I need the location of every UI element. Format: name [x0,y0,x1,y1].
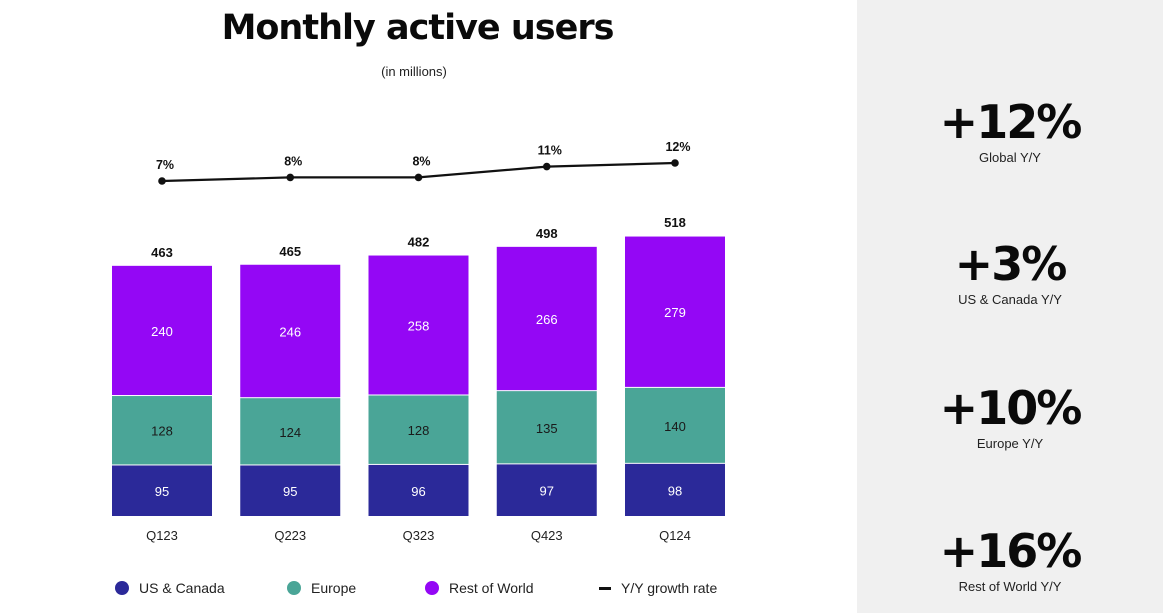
growth-point-q123 [158,177,166,185]
growth-label-q323: 8% [412,154,430,168]
bar-label-us-canada-q423: 97 [540,484,554,499]
bar-us-canada-q123 [112,465,212,516]
yoy-summary-panel: +12% Global Y/Y +3% US & Canada Y/Y +10%… [857,0,1163,613]
stat-us-canada-value: +3% [954,237,1068,291]
legend-label-rest-of-world: Rest of World [449,580,534,596]
x-tick-label-q223: Q223 [274,528,306,543]
growth-point-q423 [542,162,551,171]
legend-label-europe: Europe [311,580,357,596]
stat-us-canada: +3% US & Canada Y/Y [857,238,1163,307]
legend-item-rest-of-world: Rest of World [425,580,534,596]
x-tick-label-q124: Q124 [659,528,691,543]
stat-europe-value: +10% [939,381,1083,435]
legend-item-europe: Europe [287,580,356,596]
total-label-q423: 498 [536,226,558,241]
bar-europe-q223 [240,398,341,465]
stat-global-label: Global Y/Y [979,150,1041,165]
bar-label-us-canada-q124: 98 [668,483,682,498]
bar-rest-of-world-q423 [496,246,597,391]
stat-rest-of-world-value: +16% [939,524,1083,578]
x-tick-label-q423: Q423 [531,528,563,543]
total-label-q323: 482 [408,235,430,250]
stat-europe: +10% Europe Y/Y [857,382,1163,451]
bar-label-us-canada-q123: 95 [155,484,169,499]
stacked-bar-chart: 95 128 240 463 Q123 95 124 246 465 Q223 96 128 258 48… [112,140,725,543]
bar-label-rest-of-world-q323: 258 [408,319,430,334]
bar-label-rest-of-world-q123: 240 [151,324,173,339]
legend-label-growth-rate: Y/Y growth rate [621,580,718,596]
bar-label-europe-q223: 124 [279,425,301,440]
growth-point-q323 [414,173,423,182]
stat-rest-of-world-label: Rest of World Y/Y [958,579,1062,594]
legend-line-growth-rate [599,586,611,590]
legend-item-us-canada: US & Canada [115,580,225,596]
bar-label-us-canada-q223: 95 [283,484,297,499]
x-tick-label-q123: Q123 [146,528,178,543]
total-label-q223: 465 [279,244,301,259]
growth-label-q123: 7% [156,158,174,172]
stat-global-value: +12% [939,95,1083,149]
legend-item-growth-rate: Y/Y growth rate [599,580,717,596]
bar-us-canada-q423 [496,464,597,516]
bar-label-rest-of-world-q124: 279 [664,305,686,320]
bar-us-canada-q323 [368,464,469,516]
bar-us-canada-q124 [625,463,725,516]
legend-swatch-us-canada [115,581,129,595]
x-tick-label-q323: Q323 [403,528,435,543]
legend-swatch-rest-of-world [425,581,439,595]
bar-us-canada-q223 [240,465,341,516]
total-label-q123: 463 [151,245,173,260]
stat-global: +12% Global Y/Y [857,96,1163,165]
growth-label-q124: 12% [665,140,690,154]
bar-label-europe-q423: 135 [536,421,558,436]
total-label-q124: 518 [664,215,686,230]
bar-label-europe-q123: 128 [151,424,173,439]
legend-label-us-canada: US & Canada [139,580,225,596]
growth-label-q423: 11% [538,144,562,158]
bar-rest-of-world-q323 [368,255,469,395]
bar-europe-q323 [368,395,469,464]
bar-label-rest-of-world-q223: 246 [279,324,301,339]
stat-us-canada-label: US & Canada Y/Y [958,292,1062,307]
bar-rest-of-world-q123 [112,265,212,396]
growth-point-q223 [286,173,295,182]
bar-label-europe-q124: 140 [664,419,686,434]
bar-europe-q123 [112,396,212,465]
bar-europe-q124 [625,387,725,463]
growth-point-q124 [671,159,679,167]
stat-europe-label: Europe Y/Y [976,436,1044,451]
chart-title: Monthly active users [221,8,615,48]
bar-rest-of-world-q124 [625,236,725,387]
growth-label-q223: 8% [284,154,302,168]
chart-legend: US & Canada Europe Rest of World Y/Y gro… [0,580,835,600]
chart-subtitle: (in millions) [381,64,447,79]
bar-rest-of-world-q223 [240,264,341,398]
stat-rest-of-world: +16% Rest of World Y/Y [857,525,1163,594]
bar-label-europe-q323: 128 [408,423,430,438]
bar-europe-q423 [496,391,597,464]
bar-label-rest-of-world-q423: 266 [536,312,558,327]
bar-label-us-canada-q323: 96 [411,484,425,499]
legend-swatch-europe [287,581,301,595]
